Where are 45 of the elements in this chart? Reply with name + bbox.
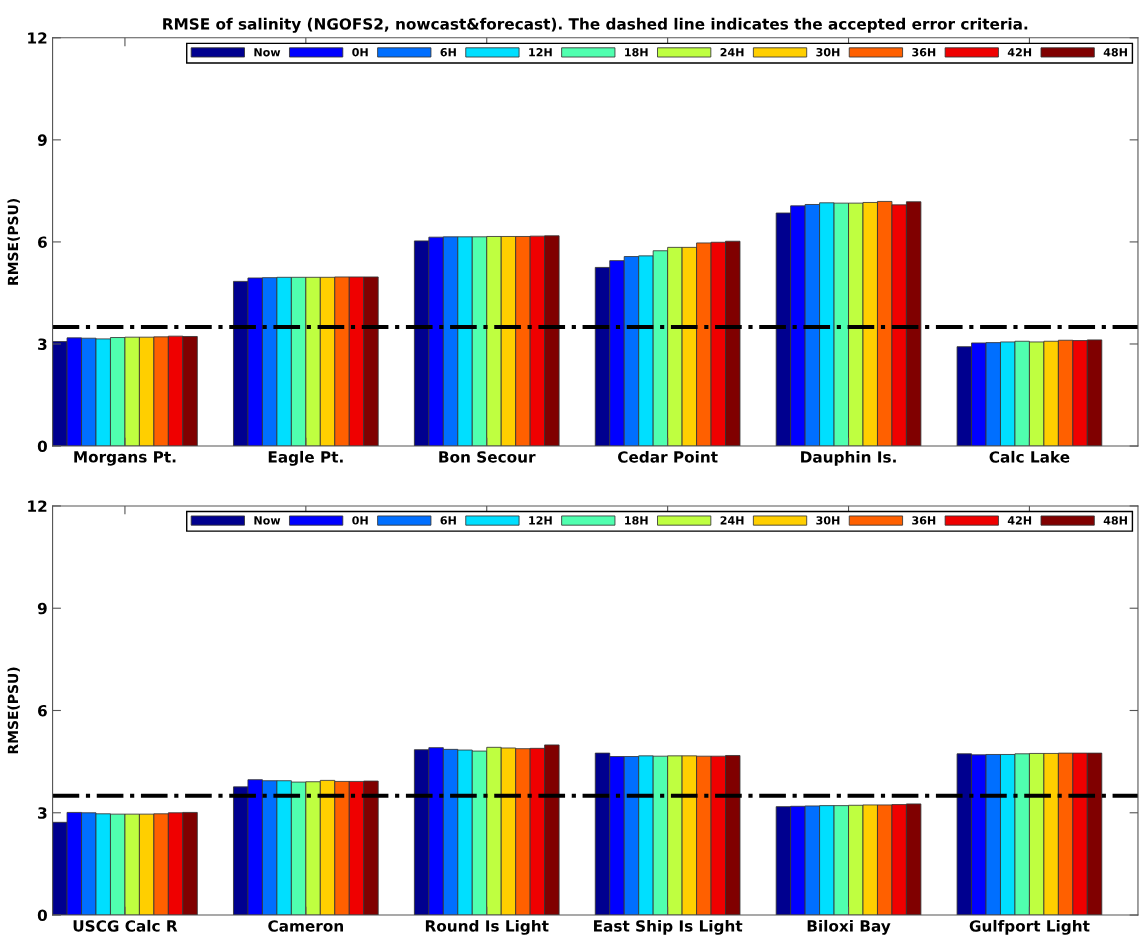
- legend-label: 18H: [625, 48, 648, 57]
- legend-label: 24H: [720, 48, 744, 57]
- legend-label: 48H: [1103, 516, 1127, 525]
- y-tick-label: 0: [37, 440, 47, 453]
- legend-label: 6H: [440, 48, 456, 57]
- y-tick-label: 9: [37, 134, 47, 146]
- legend-label: 30H: [816, 48, 840, 57]
- x-tick-label: Eagle Pt.: [268, 450, 343, 466]
- y-tick-label: 3: [38, 807, 47, 819]
- legend-label: 30H: [816, 516, 840, 525]
- legend-label: 12H: [529, 48, 552, 57]
- chart-title: RMSE of salinity (NGOFS2, nowcast&forecast). The dashed line indicates the accepted error criteria.: [163, 17, 1028, 33]
- y-tick-label: 9: [37, 602, 47, 615]
- legend-label: 48H: [1103, 48, 1127, 57]
- x-tick-label: Cameron: [268, 920, 343, 932]
- y-tick-label: 0: [37, 909, 47, 922]
- legend-label: 24H: [720, 516, 744, 525]
- y-tick-label: 12: [28, 500, 47, 512]
- legend-label: 42H: [1007, 48, 1032, 57]
- legend-label: 36H: [912, 48, 936, 57]
- x-tick-label: Round Is Light: [425, 919, 549, 935]
- y-tick-label: 6: [38, 704, 47, 717]
- y-tick-label: 12: [28, 32, 47, 44]
- y-tick-label: 6: [38, 236, 47, 248]
- legend-label: 0H: [352, 48, 368, 57]
- x-tick-label: East Ship Is Light: [594, 919, 743, 935]
- x-tick-label: Calc Lake: [989, 450, 1070, 463]
- legend-label: Now: [254, 48, 281, 57]
- x-tick-label: Morgans Pt.: [74, 451, 176, 466]
- legend-label: 42H: [1007, 516, 1032, 525]
- x-tick-label: Dauphin Is.: [801, 450, 896, 466]
- y-axis-title: RMSE(PSU): [7, 667, 20, 754]
- legend-label: 6H: [440, 516, 456, 525]
- x-tick-label: Bon Secour: [439, 451, 536, 463]
- x-tick-label: Gulfport Light: [969, 919, 1090, 935]
- legend-label: 12H: [529, 516, 552, 525]
- legend-label: Now: [254, 516, 281, 525]
- legend-label: 36H: [912, 516, 936, 525]
- legend-label: 0H: [352, 516, 368, 525]
- y-axis-title: RMSE(PSU): [7, 199, 20, 285]
- x-tick-label: USCG Calc R: [73, 919, 178, 932]
- legend-label: 18H: [625, 516, 648, 525]
- x-tick-label: Cedar Point: [618, 450, 718, 463]
- x-tick-label: Biloxi Bay: [807, 919, 891, 935]
- y-tick-label: 3: [38, 338, 47, 350]
